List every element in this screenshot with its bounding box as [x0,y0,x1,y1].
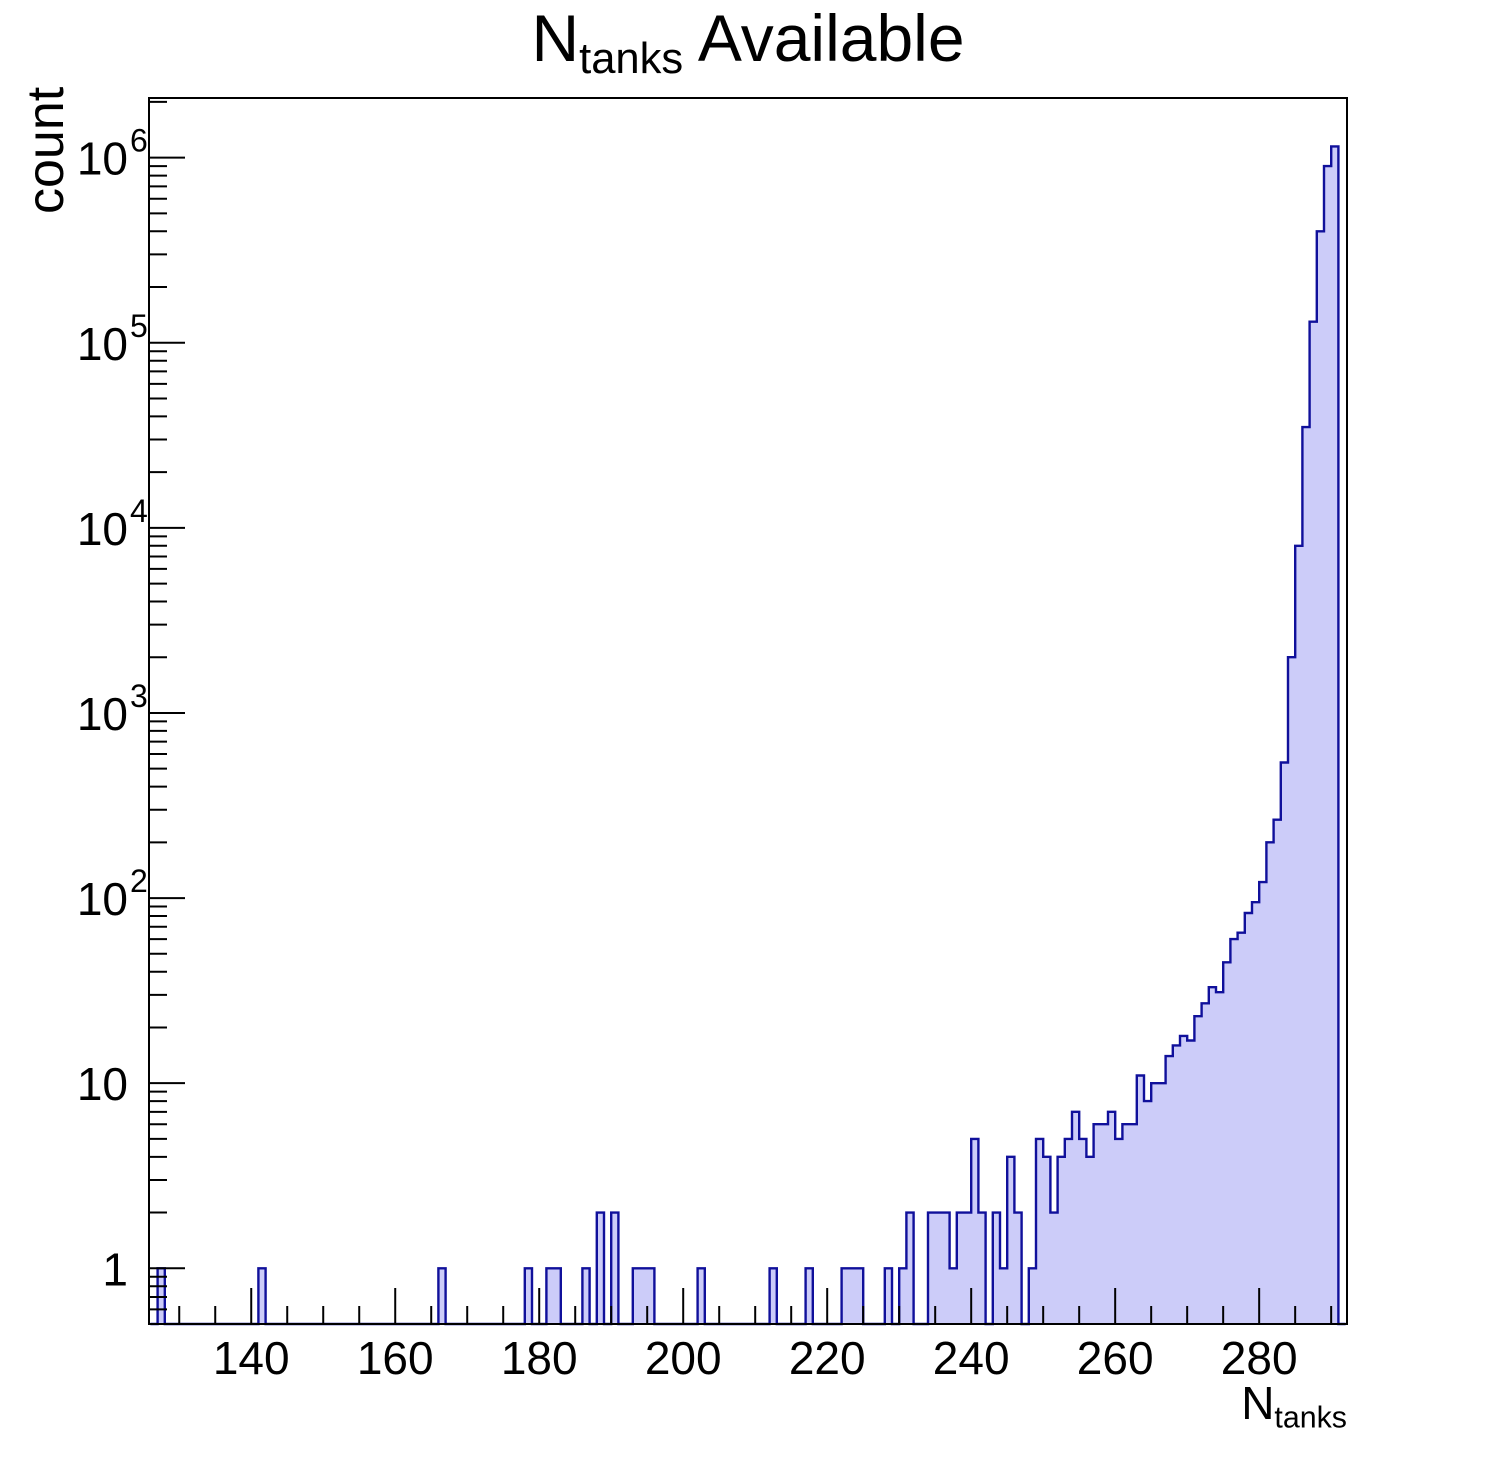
x-axis-tick-label: 240 [933,1332,1010,1384]
y-axis-tick-label: 10 [77,133,128,185]
y-axis-tick-label: 10 [77,873,128,925]
y-axis-tick-label: 10 [77,1058,128,1110]
y-axis-tick-label-exponent: 5 [130,308,148,344]
y-axis-tick-label: 10 [77,688,128,740]
y-axis-tick-label-exponent: 6 [130,123,148,159]
x-axis-tick-label: 200 [645,1332,722,1384]
y-axis-tick-label-exponent: 3 [130,678,148,714]
x-axis-tick-label: 160 [357,1332,434,1384]
chart-title-main: N [531,1,580,75]
y-axis-tick-label: 1 [102,1243,128,1295]
x-axis-tick-label: 280 [1221,1332,1298,1384]
chart-title-rest: Available [683,1,965,75]
y-axis-tick-label-exponent: 2 [130,863,148,899]
y-axis-tick-label: 10 [77,318,128,370]
x-axis-title-subscript: tanks [1274,1401,1347,1435]
x-axis-tick-label: 260 [1077,1332,1154,1384]
y-axis-tick-label: 10 [77,503,128,555]
chart-title-subscript: tanks [579,35,684,84]
x-axis-title: Ntanks [1241,1376,1347,1436]
chart-title: Ntanks Available [0,2,1496,84]
histogram-fill [150,146,1346,1324]
x-axis-tick-label: 140 [213,1332,290,1384]
x-axis-title-main: N [1241,1377,1275,1429]
plot-frame [148,97,1348,1325]
x-axis-tick-label: 180 [501,1332,578,1384]
y-axis-tick-label-exponent: 4 [130,493,148,529]
x-axis-tick-label: 220 [789,1332,866,1384]
y-axis-title: count [17,86,75,214]
